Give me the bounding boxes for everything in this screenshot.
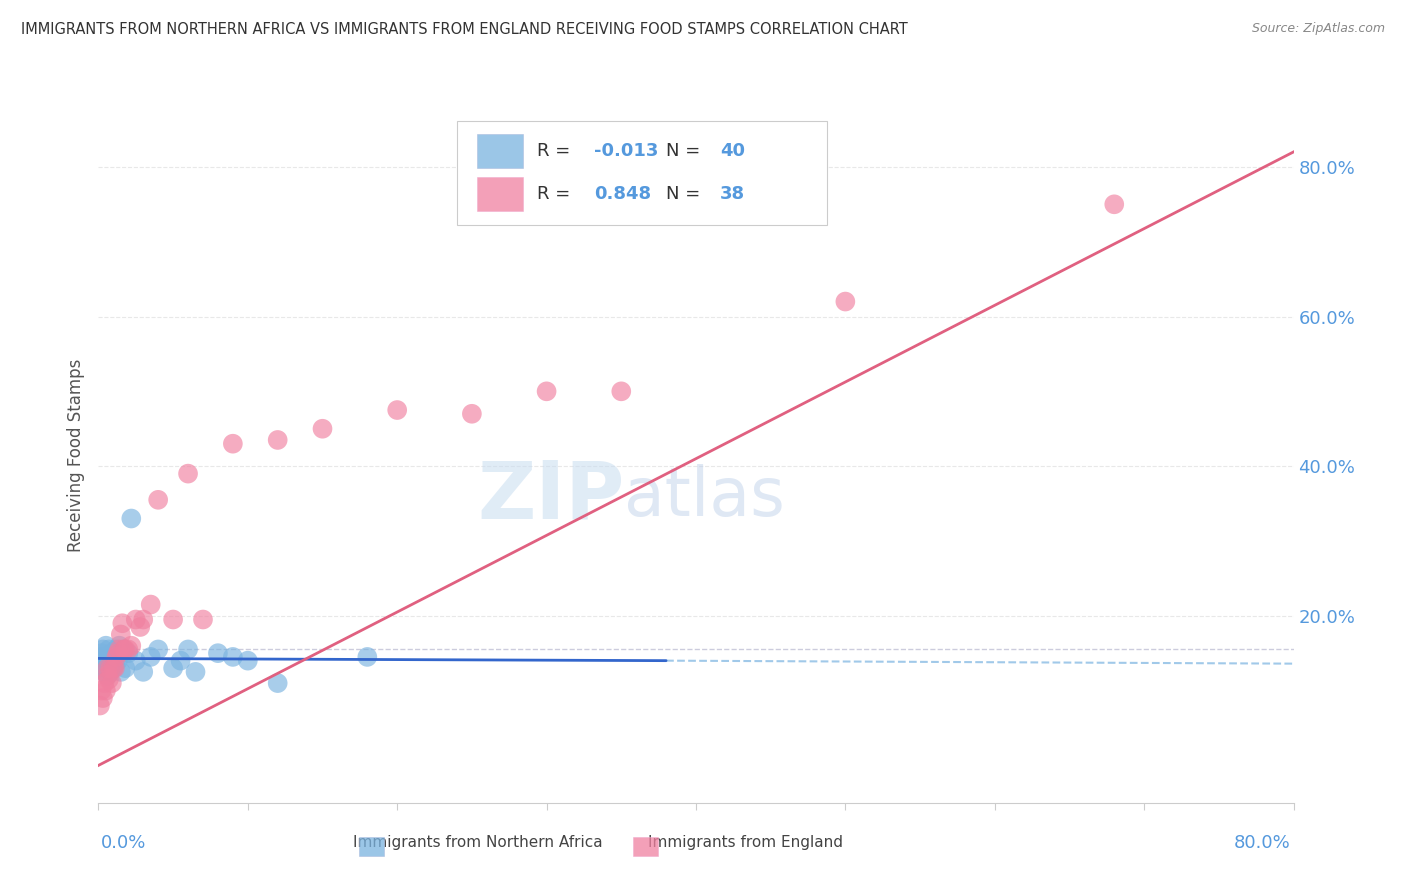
Point	[89, 661, 111, 675]
Point	[356, 649, 378, 664]
Point	[101, 646, 124, 660]
Text: Source: ZipAtlas.com: Source: ZipAtlas.com	[1251, 22, 1385, 36]
Point	[107, 654, 129, 668]
Point	[184, 665, 207, 679]
Point	[117, 642, 139, 657]
Text: atlas: atlas	[624, 464, 785, 530]
Point	[90, 683, 112, 698]
Point	[162, 661, 184, 675]
Point	[97, 642, 120, 657]
Point	[90, 649, 112, 664]
Point	[385, 403, 409, 417]
Point	[93, 676, 115, 690]
Point	[207, 646, 229, 660]
Point	[148, 492, 170, 507]
Point	[139, 598, 162, 612]
Text: 0.848: 0.848	[595, 185, 651, 203]
Point	[98, 649, 122, 664]
Point	[129, 620, 152, 634]
Point	[91, 654, 114, 668]
Point	[94, 683, 117, 698]
Point	[132, 613, 155, 627]
Point	[101, 676, 124, 690]
FancyBboxPatch shape	[457, 121, 827, 226]
Point	[96, 668, 118, 682]
Point	[267, 433, 290, 447]
Point	[169, 654, 191, 668]
Point	[139, 649, 162, 664]
Point	[107, 646, 129, 660]
Text: Immigrants from England: Immigrants from England	[648, 836, 842, 850]
Text: 0.0%: 0.0%	[101, 834, 146, 852]
Point	[110, 627, 132, 641]
Text: IMMIGRANTS FROM NORTHERN AFRICA VS IMMIGRANTS FROM ENGLAND RECEIVING FOOD STAMPS: IMMIGRANTS FROM NORTHERN AFRICA VS IMMIG…	[21, 22, 908, 37]
FancyBboxPatch shape	[477, 178, 523, 211]
Point	[162, 613, 184, 627]
Point	[112, 642, 135, 657]
Point	[112, 642, 135, 657]
FancyBboxPatch shape	[477, 134, 523, 168]
Point	[96, 661, 118, 675]
Point	[97, 673, 120, 687]
Point	[108, 639, 131, 653]
Point	[834, 294, 856, 309]
Point	[120, 511, 142, 525]
Point	[177, 642, 200, 657]
Point	[610, 384, 633, 399]
Point	[103, 661, 125, 675]
Point	[104, 661, 127, 675]
Point	[114, 661, 136, 675]
Point	[108, 642, 131, 657]
Text: N =: N =	[666, 185, 706, 203]
Point	[103, 661, 125, 675]
Point	[222, 649, 245, 664]
Point	[267, 676, 290, 690]
Text: -0.013: -0.013	[595, 142, 659, 160]
Point	[103, 649, 125, 664]
Point	[105, 642, 128, 657]
Point	[461, 407, 484, 421]
Point	[132, 665, 155, 679]
Point	[311, 422, 333, 436]
Point	[91, 691, 114, 706]
Point	[177, 467, 200, 481]
Point	[98, 665, 122, 679]
Text: 40: 40	[720, 142, 745, 160]
Point	[96, 654, 118, 668]
Point	[191, 613, 214, 627]
Point	[96, 668, 118, 682]
Text: R =: R =	[537, 142, 576, 160]
Point	[1104, 197, 1126, 211]
Point	[90, 646, 112, 660]
Point	[148, 642, 170, 657]
Text: ZIP: ZIP	[477, 458, 624, 536]
Point	[98, 661, 122, 675]
Point	[120, 639, 142, 653]
Point	[111, 616, 134, 631]
Point	[105, 649, 128, 664]
Point	[117, 646, 139, 660]
Point	[94, 661, 117, 675]
Point	[91, 642, 114, 657]
Point	[236, 654, 259, 668]
Point	[93, 665, 115, 679]
Y-axis label: Receiving Food Stamps: Receiving Food Stamps	[66, 359, 84, 551]
Point	[536, 384, 558, 399]
Text: Immigrants from Northern Africa: Immigrants from Northern Africa	[353, 836, 603, 850]
Point	[110, 665, 132, 679]
Point	[94, 649, 117, 664]
Point	[114, 642, 136, 657]
Point	[125, 654, 148, 668]
Text: 80.0%: 80.0%	[1234, 834, 1291, 852]
Point	[89, 698, 111, 713]
Point	[94, 639, 117, 653]
Point	[125, 613, 148, 627]
Text: 38: 38	[720, 185, 745, 203]
Text: R =: R =	[537, 185, 576, 203]
Point	[104, 657, 127, 672]
Point	[222, 436, 245, 450]
Point	[97, 657, 120, 672]
Text: N =: N =	[666, 142, 706, 160]
